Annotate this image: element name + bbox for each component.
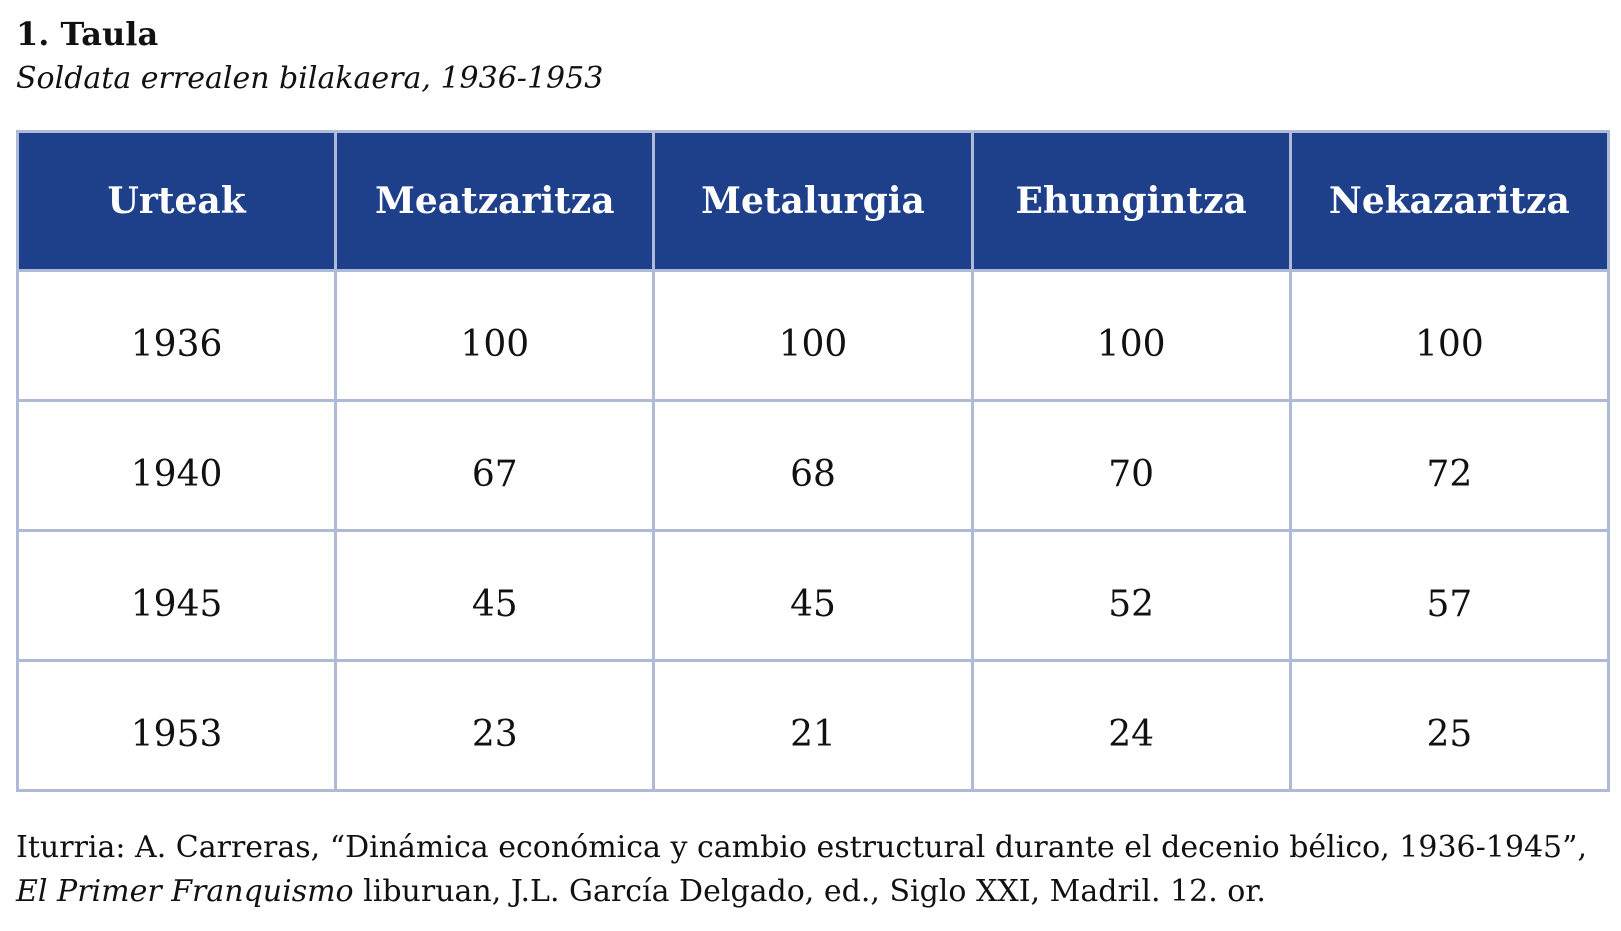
table-cell: 100	[970, 269, 1292, 402]
table-cell: 25	[1288, 659, 1611, 792]
table-row: 1953 23 21 24 25	[15, 659, 1611, 792]
table-row: 1945 45 45 52 57	[15, 529, 1611, 662]
table-cell: 45	[334, 529, 656, 662]
table-cell: 1953	[15, 659, 338, 792]
table-cell: 24	[970, 659, 1292, 792]
source-note: Iturria: A. Carreras, “Dinámica económic…	[16, 826, 1610, 914]
table-cell: 1940	[15, 399, 338, 532]
wages-table: Urteak Meatzaritza Metalurgia Ehungintza…	[15, 130, 1611, 792]
source-suffix: liburuan, J.L. García Delgado, ed., Sigl…	[353, 874, 1266, 909]
source-prefix: Iturria: A. Carreras, “Dinámica económic…	[16, 830, 1588, 865]
table-row: 1940 67 68 70 72	[15, 399, 1611, 532]
header-agriculture: Nekazaritza	[1288, 130, 1611, 272]
table-caption-label: 1. Taula	[16, 15, 159, 53]
table-cell: 67	[334, 399, 656, 532]
table-caption-subtitle: Soldata errealen bilakaera, 1936-1953	[16, 61, 604, 96]
header-metallurgy: Metalurgia	[652, 130, 974, 272]
table-header-row: Urteak Meatzaritza Metalurgia Ehungintza…	[15, 130, 1611, 272]
table-cell: 100	[1288, 269, 1611, 402]
table-cell: 21	[652, 659, 974, 792]
table-cell: 100	[652, 269, 974, 402]
table-cell: 45	[652, 529, 974, 662]
table-cell: 23	[334, 659, 656, 792]
header-mining: Meatzaritza	[334, 130, 656, 272]
header-textiles: Ehungintza	[970, 130, 1292, 272]
table-cell: 57	[1288, 529, 1611, 662]
header-years: Urteak	[15, 130, 338, 272]
table-cell: 68	[652, 399, 974, 532]
table-cell: 1945	[15, 529, 338, 662]
table-cell: 72	[1288, 399, 1611, 532]
table-cell: 1936	[15, 269, 338, 402]
table-cell: 52	[970, 529, 1292, 662]
table-cell: 100	[334, 269, 656, 402]
table-row: 1936 100 100 100 100	[15, 269, 1611, 402]
table-cell: 70	[970, 399, 1292, 532]
source-book-title: El Primer Franquismo	[16, 874, 354, 909]
